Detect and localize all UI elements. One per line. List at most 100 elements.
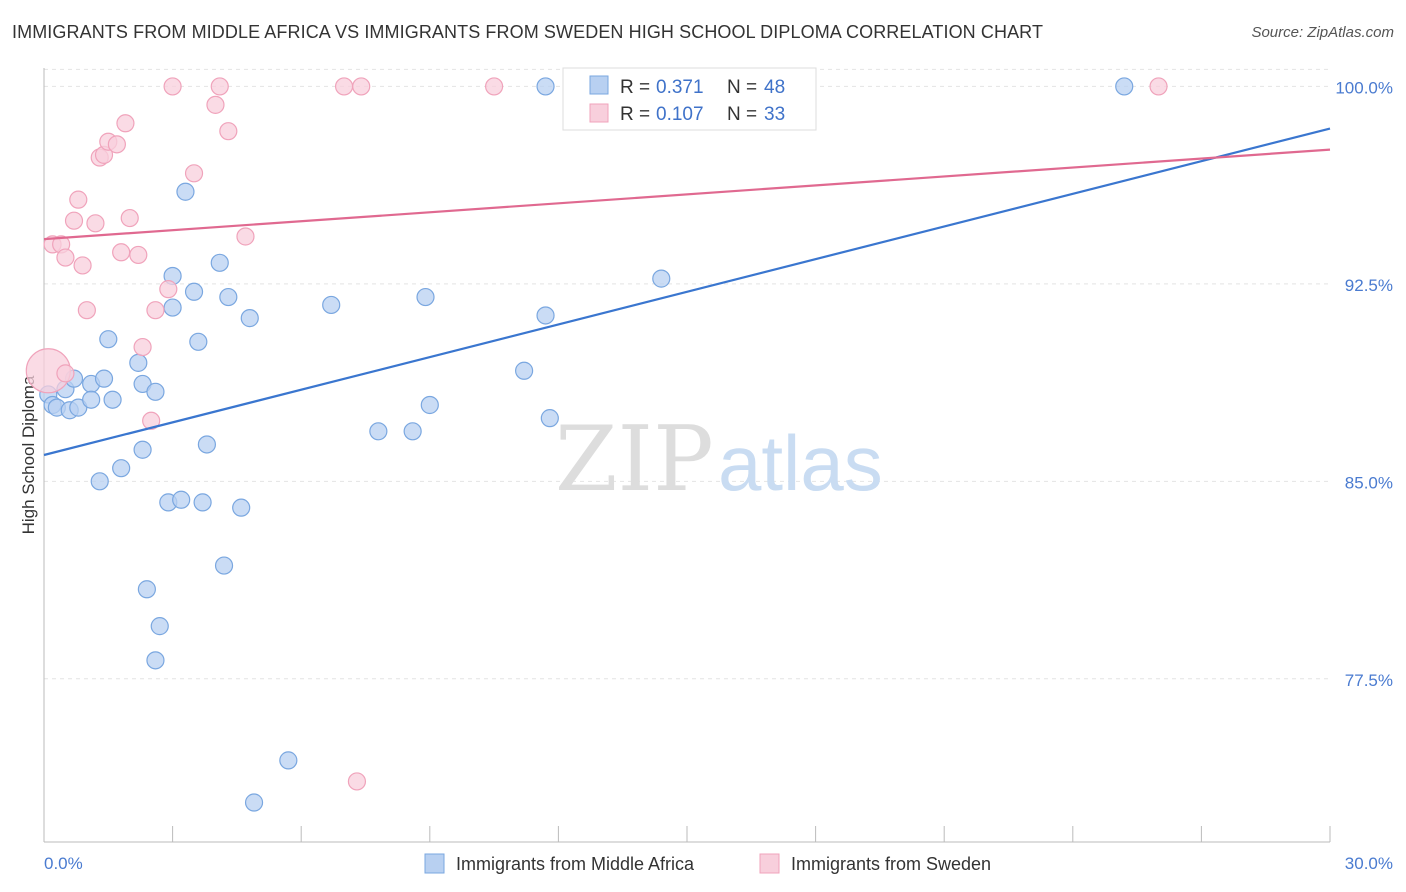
point-series1-17 [129, 245, 148, 265]
y-tick-label-0: 100.0% [1335, 78, 1393, 97]
point-series0-20 [150, 617, 169, 636]
point-series0-45 [536, 77, 555, 96]
point-series1-20 [146, 301, 165, 320]
point-series0-11 [99, 330, 118, 349]
point-series0-37 [322, 295, 341, 315]
point-series1-25 [210, 77, 229, 96]
series-legend-label-blue: Immigrants from Middle Africa [456, 854, 695, 874]
point-series0-36 [279, 751, 298, 770]
point-series0-47 [1115, 77, 1134, 96]
stats-legend-swatch-blue [589, 75, 609, 95]
point-series0-12 [103, 390, 122, 409]
stats-legend-r-label-1: R = [620, 77, 650, 98]
point-series1-29 [334, 77, 354, 96]
trend-line-series1 [43, 148, 1331, 241]
point-series0-24 [172, 490, 191, 509]
point-series1-22 [163, 77, 182, 96]
point-series0-28 [193, 493, 212, 512]
point-series1-26 [219, 122, 238, 141]
point-series0-41 [420, 395, 439, 415]
watermark-zip: ZIP [555, 407, 714, 512]
point-series0-31 [214, 556, 234, 575]
point-series1-24 [206, 95, 225, 114]
y-tick-label-1: 92.5% [1345, 276, 1393, 295]
trend-lines [43, 127, 1331, 457]
series-legend-swatch-pink [759, 853, 780, 874]
y-tick-label-3: 77.5% [1345, 671, 1393, 690]
point-series1-16 [120, 208, 139, 228]
point-series1-28 [347, 772, 367, 791]
point-series0-46 [652, 269, 671, 288]
trend-line-series0 [43, 127, 1331, 457]
point-series0-26 [184, 282, 204, 301]
point-series0-30 [210, 253, 229, 272]
point-series0-29 [197, 435, 216, 454]
point-series1-9 [86, 214, 105, 233]
point-series1-23 [184, 164, 204, 183]
source-label: Source: ZipAtlas.com [1251, 24, 1394, 41]
point-series1-18 [133, 337, 152, 357]
point-series0-33 [232, 498, 251, 517]
point-series0-38 [369, 422, 388, 441]
point-series1-13 [107, 135, 126, 154]
x-axis-tick-labels: 0.0% 30.0% [44, 854, 1393, 873]
stats-legend: R = 0.371 N = 48 R = 0.107 N = 33 [562, 67, 817, 131]
grid-lines [44, 68, 1330, 680]
series-legend-label-pink: Immigrants from Sweden [791, 854, 991, 874]
point-series1-27 [236, 227, 255, 246]
point-series0-13 [112, 459, 131, 478]
point-series1-8 [77, 301, 96, 320]
point-series1-6 [69, 190, 88, 209]
point-series0-8 [82, 390, 101, 409]
point-series0-43 [536, 306, 555, 325]
series-legend: Immigrants from Middle Africa Immigrants… [424, 853, 991, 874]
point-series0-25 [176, 182, 195, 201]
point-series0-44 [540, 409, 559, 428]
point-series1-15 [116, 114, 135, 133]
stats-legend-n-label-2: N = [727, 104, 757, 125]
point-series0-42 [515, 361, 534, 380]
stats-legend-n-value-1: 48 [764, 77, 785, 98]
stats-legend-r-value-1: 0.371 [656, 77, 704, 98]
point-series0-27 [189, 332, 208, 351]
point-series0-19 [146, 651, 165, 670]
data-points [25, 77, 1168, 812]
point-series1-32 [1149, 77, 1168, 96]
stats-legend-swatch-pink [589, 103, 609, 123]
point-series1-30 [352, 77, 371, 96]
stats-legend-r-label-2: R = [620, 104, 650, 125]
point-series0-16 [133, 440, 152, 459]
point-series1-31 [485, 77, 504, 96]
watermark: ZIP atlas [555, 407, 883, 512]
series-legend-swatch-blue [424, 853, 445, 874]
point-series1-21 [159, 280, 178, 299]
point-series0-35 [244, 793, 264, 812]
chart-title: IMMIGRANTS FROM MIDDLE AFRICA VS IMMIGRA… [12, 22, 1044, 42]
point-series1-3 [56, 248, 75, 267]
x-tick-label-1: 30.0% [1345, 854, 1393, 873]
point-series0-39 [403, 422, 422, 441]
y-axis-label: High School Diploma [19, 375, 38, 534]
x-axis-ticks [172, 826, 1331, 842]
point-series0-40 [416, 287, 435, 307]
stats-legend-r-value-2: 0.107 [656, 104, 704, 125]
point-series1-7 [73, 256, 92, 275]
point-series0-23 [163, 298, 182, 317]
point-series0-18 [146, 382, 165, 401]
y-axis-tick-labels: 100.0% 92.5% 85.0% 77.5% [1335, 78, 1393, 689]
point-series1-19 [142, 411, 161, 430]
point-series0-9 [90, 472, 109, 491]
point-series0-32 [219, 287, 238, 307]
point-series1-14 [112, 243, 131, 262]
point-series0-10 [94, 369, 114, 388]
x-tick-label-0: 0.0% [44, 854, 83, 873]
stats-legend-n-label-1: N = [727, 77, 757, 98]
stats-legend-n-value-2: 33 [764, 104, 785, 125]
point-series1-4 [56, 364, 75, 383]
y-tick-label-2: 85.0% [1345, 473, 1393, 492]
point-series0-14 [129, 353, 148, 372]
point-series0-34 [240, 309, 259, 328]
point-series1-5 [64, 211, 84, 230]
point-series0-17 [137, 580, 156, 599]
